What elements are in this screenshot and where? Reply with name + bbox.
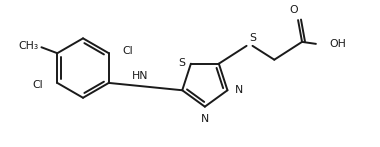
Text: S: S [178,58,185,68]
Text: N: N [201,114,209,124]
Text: N: N [234,85,243,95]
Text: Cl: Cl [123,46,133,56]
Text: HN: HN [132,71,149,81]
Text: S: S [250,33,257,43]
Text: Cl: Cl [33,80,43,90]
Text: OH: OH [330,39,347,49]
Text: CH₃: CH₃ [18,41,38,51]
Text: O: O [290,5,298,15]
